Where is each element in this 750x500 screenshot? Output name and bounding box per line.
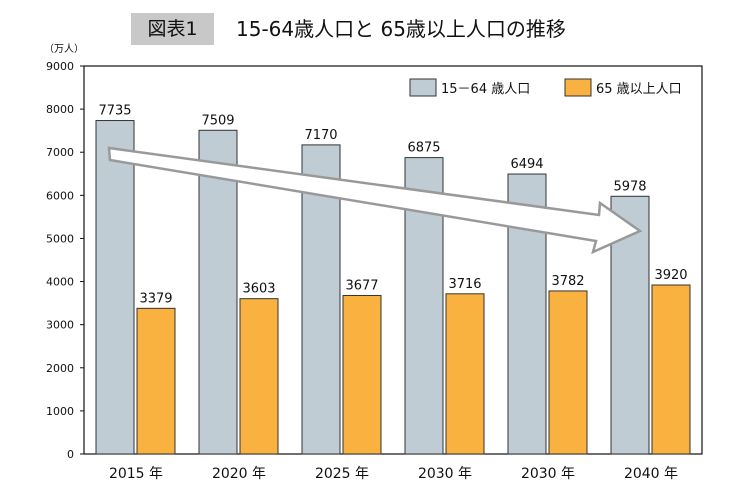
data-label: 3716 (448, 277, 481, 292)
data-label: 5978 (613, 179, 646, 194)
chart-title: 15-64歳人口と 65歳以上人口の推移 (236, 17, 566, 41)
y-tick-label: 6000 (46, 189, 74, 202)
y-tick-label: 2000 (46, 362, 74, 375)
data-label: 3379 (139, 291, 172, 306)
bar-15-64 (610, 195, 650, 455)
x-tick-label: 2020 年 (212, 466, 266, 482)
bar-65plus (342, 294, 382, 455)
plot-frame (83, 65, 703, 455)
data-label: 7509 (201, 113, 234, 128)
legend-label: 15－64 歳人口 (441, 82, 530, 97)
bar-15-64 (198, 129, 238, 455)
bar-65plus (445, 293, 485, 455)
legend-label: 65 歳以上人口 (596, 82, 682, 97)
y-tick-label: 9000 (46, 60, 74, 73)
data-label: 3603 (242, 282, 275, 297)
x-tick-label: 2025 年 (315, 466, 369, 482)
data-label: 3920 (654, 268, 687, 283)
y-tick-label: 5000 (46, 232, 74, 245)
data-label: 7735 (98, 104, 131, 119)
y-tick-label: 8000 (46, 103, 74, 116)
bar-65plus (548, 290, 588, 455)
x-tick-label: 2040 年 (624, 466, 678, 482)
data-label: 6494 (510, 157, 543, 172)
data-label: 3677 (345, 278, 378, 293)
y-axis-unit-label: （万人） (44, 43, 84, 55)
y-tick-label: 1000 (46, 405, 74, 418)
figure-number-badge: 図表1 (131, 13, 214, 45)
x-tick-label: 2030 年 (418, 466, 472, 482)
data-label: 6875 (407, 141, 440, 156)
y-tick-label: 4000 (46, 276, 74, 289)
legend-swatch (409, 78, 437, 97)
trend-arrow (107, 146, 643, 255)
x-tick-label: 2015 年 (109, 466, 163, 482)
data-label: 7170 (304, 128, 337, 143)
y-tick-label: 7000 (46, 146, 74, 159)
x-tick-label: 2030 年 (521, 466, 575, 482)
bar-15-64 (95, 120, 135, 455)
bar-65plus (239, 298, 279, 455)
y-tick-label: 0 (67, 448, 74, 461)
data-label: 3782 (551, 274, 584, 289)
legend-swatch (564, 78, 592, 97)
bar-65plus (651, 284, 691, 455)
y-tick-label: 3000 (46, 319, 74, 332)
bar-65plus (136, 307, 176, 455)
